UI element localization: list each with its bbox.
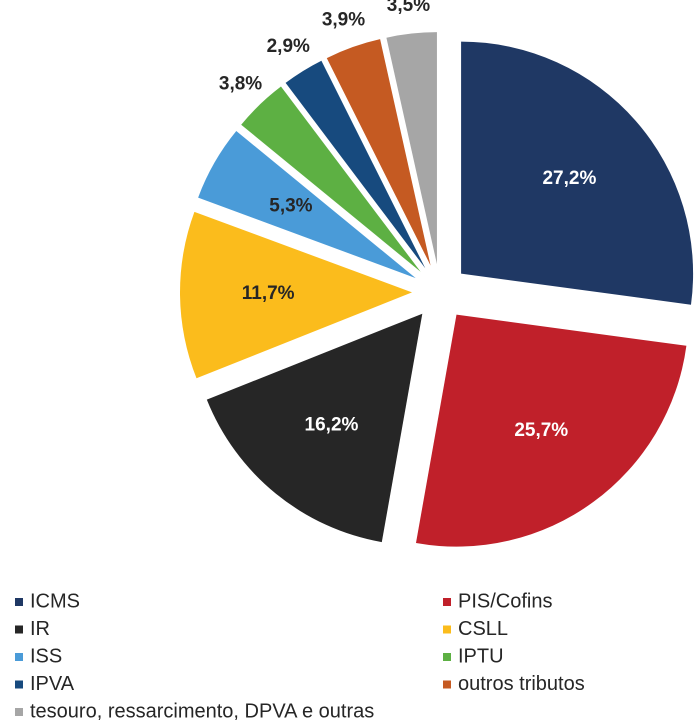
- data-label: 16,2%: [305, 414, 359, 435]
- legend-label: tesouro, ressarcimento, DPVA e outras: [30, 700, 374, 720]
- pie-slice: [326, 39, 431, 266]
- legend-marker: [443, 680, 451, 689]
- legend-marker: [443, 625, 451, 634]
- data-label: 11,7%: [242, 283, 295, 304]
- legend-label: ISS: [30, 645, 62, 667]
- legend-label: PIS/Cofins: [458, 590, 552, 612]
- pie-slice: [198, 131, 416, 279]
- data-label: 3,8%: [219, 73, 262, 94]
- pie-slice: [285, 60, 426, 269]
- legend-label: IPTU: [458, 645, 504, 667]
- legend-marker: [15, 598, 23, 606]
- data-label: 25,7%: [514, 420, 568, 441]
- legend-label: outros tributos: [458, 673, 585, 695]
- legend-label: ICMS: [30, 590, 80, 612]
- data-label: 3,9%: [322, 10, 365, 31]
- legend-label: IR: [30, 618, 50, 640]
- legend-label: CSLL: [458, 618, 508, 640]
- legend-marker: [15, 680, 23, 689]
- legend-marker: [443, 653, 451, 661]
- data-label: 3,5%: [387, 0, 430, 16]
- legend-marker: [15, 708, 23, 716]
- legend-marker: [15, 625, 23, 634]
- data-label: 5,3%: [269, 196, 312, 217]
- pie-slice: [415, 314, 687, 547]
- data-label: 27,2%: [542, 168, 596, 189]
- pie-slice: [206, 313, 423, 543]
- pie-slice: [241, 86, 421, 272]
- data-label: 2,9%: [267, 36, 310, 57]
- pie-slice: [461, 41, 694, 305]
- pie-slice: [180, 211, 413, 379]
- legend-label: IPVA: [30, 673, 75, 695]
- legend-marker: [15, 653, 23, 661]
- pie-slice: [386, 32, 437, 265]
- legend-marker: [443, 598, 451, 606]
